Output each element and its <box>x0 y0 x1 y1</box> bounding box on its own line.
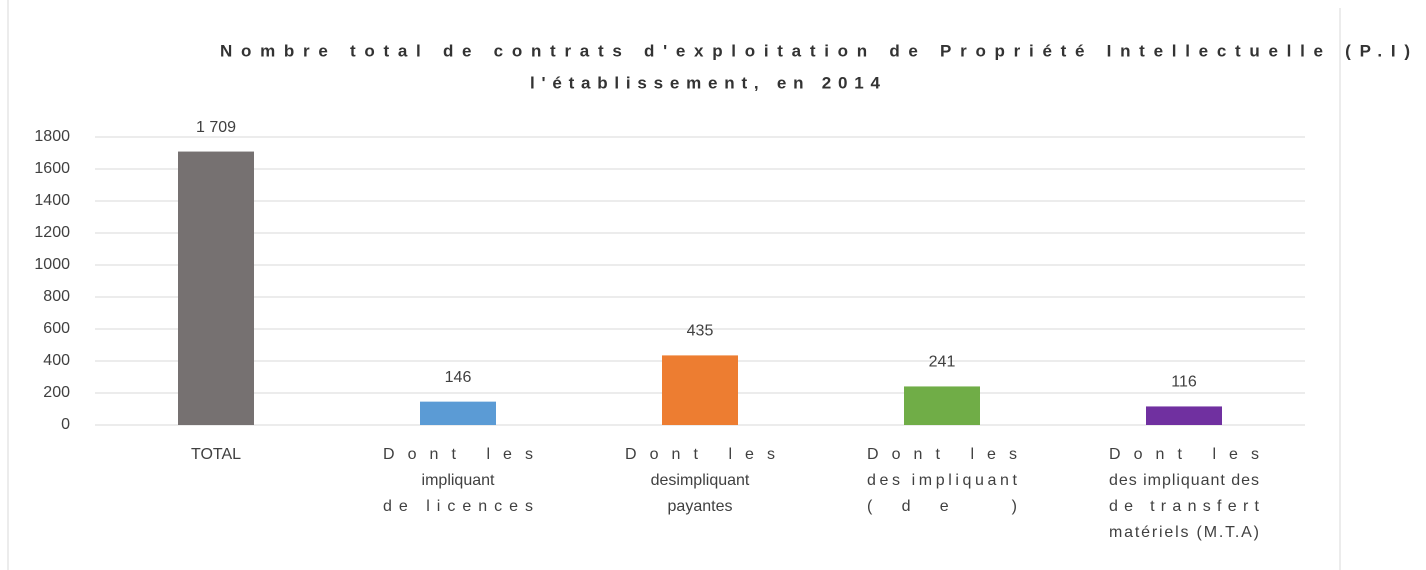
x-tick-label: Dont les <box>625 446 775 463</box>
x-tick-label: payantes <box>668 498 733 515</box>
data-label: 146 <box>445 369 472 386</box>
x-tick-label: des impliquant des <box>1109 472 1259 489</box>
x-tick-label: Dont les <box>383 446 533 463</box>
data-label: 116 <box>1171 374 1197 391</box>
x-tick-label: des impliquant <box>867 472 1018 489</box>
bar <box>178 151 254 425</box>
y-tick-label: 1800 <box>34 128 70 145</box>
y-tick-label: 800 <box>43 288 70 305</box>
data-label: 1 709 <box>196 119 236 136</box>
chart-title: l'établissement, en 2014 <box>530 73 881 92</box>
data-label: 241 <box>929 354 956 371</box>
y-tick-label: 1200 <box>34 224 70 241</box>
bar <box>904 386 980 425</box>
x-tick-label: de licences <box>383 498 533 515</box>
bar <box>662 355 738 425</box>
y-tick-label: 600 <box>43 320 70 337</box>
x-tick-label: Dont les <box>1109 446 1259 463</box>
x-tick-label: desimpliquant <box>651 472 750 489</box>
y-tick-label: 1000 <box>34 256 70 273</box>
bar <box>1146 406 1222 425</box>
bar <box>420 401 496 425</box>
x-tick-label: TOTAL <box>191 446 241 463</box>
x-tick-label: de transfert <box>1109 498 1260 515</box>
data-label: 435 <box>687 323 714 340</box>
y-tick-label: 0 <box>61 416 70 433</box>
x-tick-label: Dont les <box>867 446 1017 463</box>
y-tick-label: 200 <box>43 384 70 401</box>
chart-title: Nombre total de contrats d'exploitation … <box>220 41 1410 60</box>
x-tick-label: (de ) <box>867 498 1017 515</box>
x-tick-label: matériels (M.T.A) <box>1109 524 1259 541</box>
y-tick-label: 1400 <box>34 192 70 209</box>
y-tick-label: 400 <box>43 352 70 369</box>
y-tick-label: 1600 <box>34 160 70 177</box>
x-tick-label: impliquant <box>422 472 495 489</box>
